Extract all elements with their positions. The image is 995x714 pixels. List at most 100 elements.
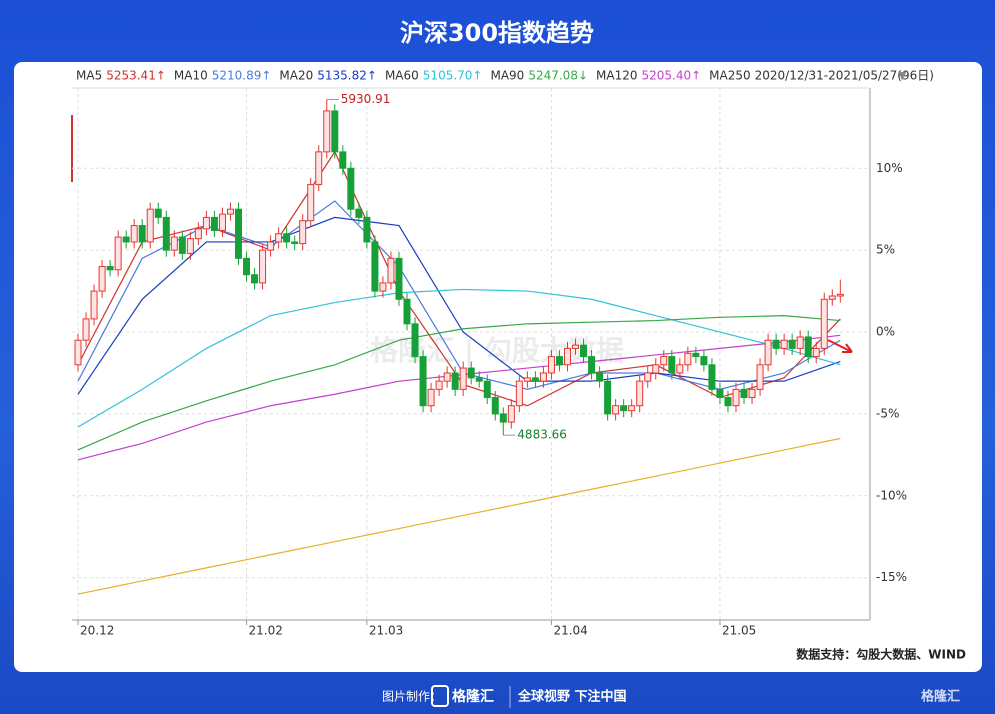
candle-body xyxy=(708,364,716,390)
candle-body xyxy=(299,220,307,245)
chart-title: 沪深300指数趋势 xyxy=(400,19,594,47)
candle-body xyxy=(98,266,106,292)
candle-body xyxy=(499,413,507,423)
legend-name: MA60 xyxy=(385,69,419,83)
ma-line xyxy=(77,288,841,428)
candle-body xyxy=(371,241,379,292)
x-tick-label: 20.12 xyxy=(80,624,114,638)
candle-body xyxy=(628,405,636,412)
candle-body xyxy=(451,372,459,390)
candle-body xyxy=(90,290,98,320)
candle-body xyxy=(259,249,267,284)
candle-body xyxy=(724,397,732,407)
candle-body xyxy=(74,339,82,366)
legend-value: 5205.40↑ xyxy=(641,69,701,83)
annotation: 5930.91 xyxy=(341,92,391,106)
candle-body xyxy=(748,388,756,399)
corner-brand: 格隆汇 xyxy=(921,689,960,705)
candle-body xyxy=(170,236,178,251)
candle-body xyxy=(596,372,604,382)
candle-body xyxy=(459,367,467,390)
x-tick-label: 21.02 xyxy=(249,624,283,638)
candle-body xyxy=(572,344,580,349)
x-tick-label: 21.04 xyxy=(553,624,587,638)
footer-slogan: 全球视野 下注中国 xyxy=(517,689,627,705)
candle-body xyxy=(178,236,186,254)
candle-body xyxy=(226,208,234,215)
candle-body xyxy=(419,356,427,407)
candle-body xyxy=(443,372,451,382)
candle-body xyxy=(668,356,676,374)
date-range: 2020/12/31-2021/05/27(96日) xyxy=(755,69,934,83)
candle-body xyxy=(531,377,539,382)
candle-body xyxy=(251,274,259,284)
candle-body xyxy=(539,372,547,382)
candle-body xyxy=(146,208,154,243)
y-tick-label: -10% xyxy=(876,488,907,502)
legend-value: 5253.41↑ xyxy=(106,69,166,83)
candle-body xyxy=(612,405,620,415)
candle-body xyxy=(218,213,226,231)
candle-body xyxy=(283,233,291,243)
y-tick-label: -5% xyxy=(876,406,899,420)
y-tick-label: 0% xyxy=(876,325,895,339)
candle-body xyxy=(194,228,202,240)
source: 数据支持：勾股大数据、WIND xyxy=(796,647,966,662)
candle-body xyxy=(138,225,146,243)
candle-body xyxy=(427,388,435,407)
candle-body xyxy=(796,336,804,349)
candle-body xyxy=(202,216,210,230)
legend-name: MA120 xyxy=(596,69,637,83)
candle-body xyxy=(563,347,571,366)
candle-body xyxy=(652,364,660,374)
candle-body xyxy=(507,405,515,423)
candle-body xyxy=(323,110,331,153)
x-tick-label: 21.03 xyxy=(369,624,403,638)
candle-body xyxy=(820,298,828,349)
candle-body xyxy=(676,364,684,374)
candle-body xyxy=(772,339,780,349)
candle-body xyxy=(411,323,419,358)
candle-body xyxy=(363,216,371,243)
candle-body xyxy=(684,352,692,366)
candle-body xyxy=(547,356,555,374)
card xyxy=(14,62,982,672)
footer-brand: 格隆汇 xyxy=(452,688,494,705)
candle-body xyxy=(740,388,748,399)
candle-body xyxy=(644,372,652,382)
candle-body xyxy=(475,377,483,382)
candle-body xyxy=(620,405,628,412)
legend-name: MA10 xyxy=(174,69,208,83)
candle-body xyxy=(82,318,90,341)
candle-body xyxy=(379,282,387,292)
candle-body xyxy=(788,339,796,349)
candle-body xyxy=(812,347,820,358)
candle-body xyxy=(828,295,836,300)
candle-body xyxy=(716,388,724,399)
candle-body xyxy=(114,236,122,271)
candle-body xyxy=(267,241,275,251)
candle-body xyxy=(403,298,411,325)
y-tick-label: 5% xyxy=(876,243,895,257)
candle-body xyxy=(523,377,531,382)
legend-value: 5247.08↓ xyxy=(528,69,588,83)
candle-body xyxy=(692,352,700,358)
legend-value: 5135.82↑ xyxy=(317,69,377,83)
candle-body xyxy=(210,216,218,231)
candle-body xyxy=(515,380,523,407)
legend-name: MA5 xyxy=(76,69,102,83)
y-tick-label: -15% xyxy=(876,570,907,584)
candle-body xyxy=(756,364,764,390)
legend-value: 5105.70↑ xyxy=(423,69,483,83)
candle-body xyxy=(836,293,844,297)
footer-logo xyxy=(431,685,449,707)
dropdown-icon[interactable]: ▼ xyxy=(898,69,907,82)
candle-body xyxy=(467,367,475,379)
candle-body xyxy=(555,356,563,366)
candle-body xyxy=(291,241,299,245)
candle-body xyxy=(347,167,355,210)
candle-body xyxy=(355,208,363,218)
legend-name: MA250 xyxy=(709,69,750,83)
candle-body xyxy=(780,339,788,349)
